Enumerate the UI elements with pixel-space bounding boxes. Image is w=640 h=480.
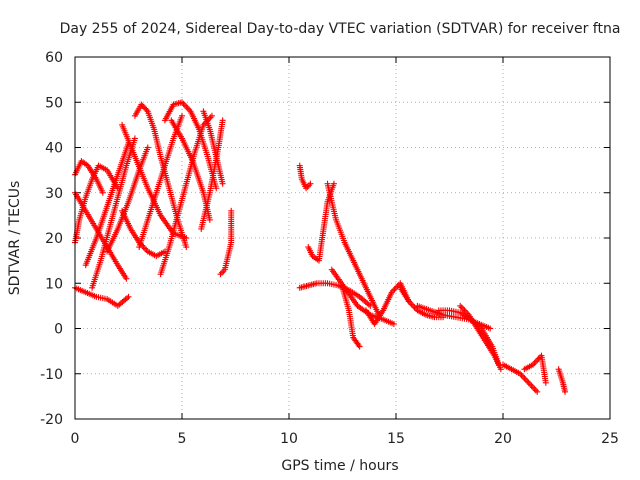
data-point xyxy=(527,381,534,388)
series-arc-18 xyxy=(296,162,314,192)
y-tick-label: -10 xyxy=(40,367,63,383)
data-point xyxy=(394,283,401,290)
plot-frame xyxy=(74,56,611,420)
data-point xyxy=(218,269,225,276)
data-point xyxy=(219,117,226,124)
x-axis-label: GPS time / hours xyxy=(281,458,398,474)
y-tick-label: 0 xyxy=(54,322,63,338)
data-point xyxy=(139,102,146,109)
data-point xyxy=(487,325,494,332)
y-tick-label: -20 xyxy=(40,412,63,428)
data-point xyxy=(131,135,138,142)
data-point xyxy=(531,385,538,392)
data-point xyxy=(391,286,398,293)
data-point xyxy=(330,180,337,187)
x-tick-label: 10 xyxy=(280,431,298,447)
data-point xyxy=(213,185,220,192)
chart-title: Day 255 of 2024, Sidereal Day-to-day VTE… xyxy=(60,21,621,37)
series-arc-21 xyxy=(324,180,382,318)
data-point xyxy=(529,384,536,391)
data-point xyxy=(521,375,528,382)
series-arc-02 xyxy=(72,189,130,282)
x-tick-label: 25 xyxy=(601,431,619,447)
data-point xyxy=(356,343,363,350)
data-point xyxy=(458,304,465,311)
data-point xyxy=(457,302,464,309)
data-point xyxy=(408,301,415,308)
data-point xyxy=(219,180,226,187)
data-point xyxy=(562,388,569,395)
data-point xyxy=(141,245,148,252)
y-tick-label: 40 xyxy=(45,141,63,157)
data-point xyxy=(125,293,132,300)
data-point xyxy=(179,112,185,119)
data-point xyxy=(99,189,106,196)
x-tick-label: 0 xyxy=(71,431,80,447)
data-point xyxy=(532,387,539,394)
series-arc-06 xyxy=(89,135,138,291)
data-point xyxy=(460,305,467,312)
y-tick-label: 20 xyxy=(45,231,63,247)
series-arc-23 xyxy=(339,284,363,350)
data-point xyxy=(522,376,529,383)
data-point xyxy=(180,100,187,107)
data-point xyxy=(142,105,149,112)
series-arc-28 xyxy=(457,302,504,373)
data-point xyxy=(206,216,213,223)
data-point xyxy=(123,275,130,282)
series-arc-13 xyxy=(157,112,215,278)
series-arc-09 xyxy=(119,121,190,241)
data-point xyxy=(228,207,235,214)
data-point xyxy=(411,304,418,311)
data-point xyxy=(525,379,532,386)
y-tick-label: 10 xyxy=(45,276,63,292)
plot-area xyxy=(72,99,569,395)
y-axis-label: SDTVAR / TECUs xyxy=(7,181,23,296)
data-point xyxy=(183,235,190,241)
data-point xyxy=(143,106,150,113)
y-tick-label: 30 xyxy=(45,186,63,202)
data-point xyxy=(519,373,526,380)
series-arc-05 xyxy=(82,139,132,269)
data-point xyxy=(183,244,190,251)
data-point xyxy=(542,379,549,386)
data-point xyxy=(534,388,541,395)
data-point xyxy=(208,112,215,119)
data-point xyxy=(528,382,535,389)
data-point xyxy=(138,101,145,108)
data-point xyxy=(497,366,504,373)
series-arc-20 xyxy=(305,180,337,264)
data-point xyxy=(183,103,190,110)
data-point xyxy=(390,320,397,327)
series-arc-30 xyxy=(521,352,549,386)
data-point xyxy=(305,182,312,189)
series-arc-07 xyxy=(104,144,151,255)
data-point xyxy=(217,271,224,278)
series-arc-04 xyxy=(72,284,132,309)
y-tick-label: 60 xyxy=(45,50,63,66)
series-arc-16 xyxy=(198,117,226,232)
x-tick-label: 5 xyxy=(178,431,187,447)
data-point xyxy=(535,355,542,362)
data-point xyxy=(184,105,191,112)
data-point xyxy=(140,104,147,111)
data-point xyxy=(524,378,531,385)
data-point xyxy=(144,144,151,151)
series-arc-17 xyxy=(217,207,235,278)
x-tick-label: 20 xyxy=(494,431,512,447)
data-point xyxy=(532,358,539,365)
y-tick-label: 50 xyxy=(45,95,63,111)
series-arc-29 xyxy=(500,361,541,395)
series-arc-31 xyxy=(555,366,569,395)
data-point xyxy=(307,180,314,187)
x-tick-label: 15 xyxy=(387,431,405,447)
